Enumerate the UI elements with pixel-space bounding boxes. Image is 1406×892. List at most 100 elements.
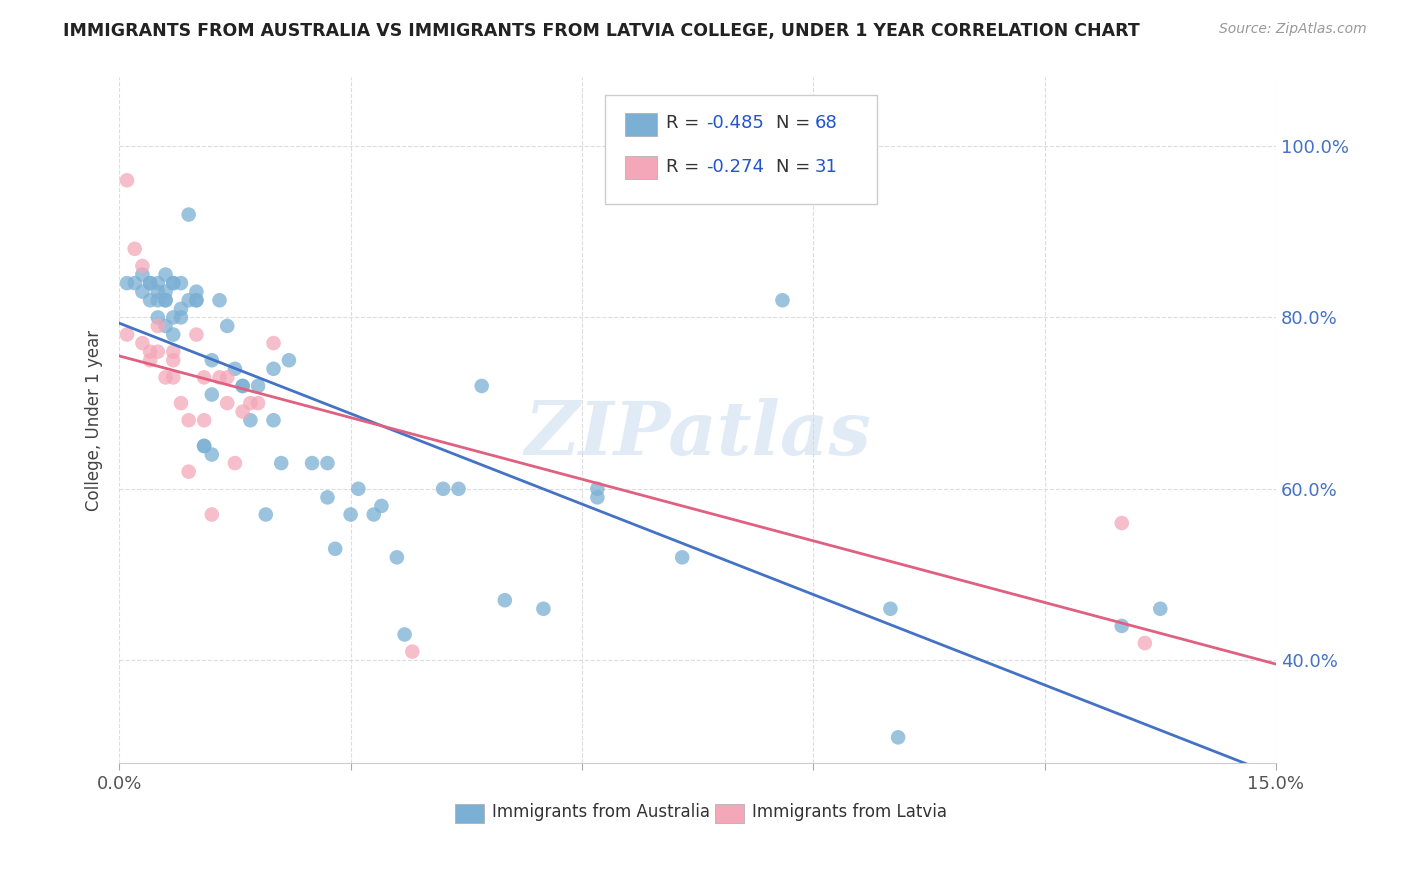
Point [263, 361, 285, 376]
Point [224, 456, 246, 470]
Point [201, 353, 224, 368]
Point [270, 456, 292, 470]
Point [146, 293, 169, 308]
Point [208, 370, 231, 384]
Text: R =: R = [666, 158, 706, 176]
Point [494, 593, 516, 607]
Point [277, 353, 299, 368]
Point [208, 293, 231, 308]
Point [155, 268, 177, 282]
Point [247, 379, 270, 393]
Point [193, 370, 215, 384]
Point [217, 370, 239, 384]
Point [139, 344, 162, 359]
Point [177, 413, 200, 427]
Text: N =: N = [776, 114, 817, 132]
Point [170, 310, 193, 325]
Point [124, 242, 146, 256]
Point [155, 293, 177, 308]
Point [186, 293, 208, 308]
Point [586, 482, 609, 496]
Text: -0.485: -0.485 [706, 114, 763, 132]
Point [139, 353, 162, 368]
Text: 68: 68 [814, 114, 837, 132]
Point [401, 645, 423, 659]
Point [432, 482, 454, 496]
Point [347, 482, 370, 496]
Point [131, 336, 153, 351]
Point [155, 285, 177, 299]
Point [146, 318, 169, 333]
Text: 31: 31 [814, 158, 838, 176]
Point [239, 396, 262, 410]
Point [1133, 636, 1156, 650]
Point [115, 173, 138, 187]
FancyBboxPatch shape [605, 95, 877, 204]
Text: -0.274: -0.274 [706, 158, 763, 176]
Point [162, 276, 184, 290]
Text: Source: ZipAtlas.com: Source: ZipAtlas.com [1219, 22, 1367, 37]
Point [139, 276, 162, 290]
Point [1149, 601, 1171, 615]
Text: R =: R = [666, 114, 706, 132]
Point [162, 344, 184, 359]
Point [316, 491, 339, 505]
Point [447, 482, 470, 496]
Point [201, 508, 224, 522]
Point [177, 293, 200, 308]
Point [201, 387, 224, 401]
Point [177, 208, 200, 222]
Point [170, 301, 193, 316]
Bar [454, 805, 484, 823]
Point [131, 268, 153, 282]
Text: Immigrants from Australia: Immigrants from Australia [492, 804, 710, 822]
Point [887, 731, 910, 745]
Point [323, 541, 346, 556]
Point [232, 405, 254, 419]
Bar [716, 805, 744, 823]
Point [186, 327, 208, 342]
Point [155, 293, 177, 308]
Point [1111, 619, 1133, 633]
Point [131, 259, 153, 273]
Text: Immigrants from Latvia: Immigrants from Latvia [752, 804, 948, 822]
Point [155, 370, 177, 384]
Point [247, 396, 270, 410]
Point [155, 318, 177, 333]
Point [232, 379, 254, 393]
Text: N =: N = [776, 158, 817, 176]
Point [201, 448, 224, 462]
Point [239, 413, 262, 427]
Point [224, 361, 246, 376]
Point [531, 601, 554, 615]
Point [339, 508, 361, 522]
Point [162, 327, 184, 342]
Point [232, 379, 254, 393]
Point [263, 413, 285, 427]
Point [186, 293, 208, 308]
Point [146, 285, 169, 299]
Point [170, 276, 193, 290]
Point [162, 370, 184, 384]
Point [177, 465, 200, 479]
Point [162, 276, 184, 290]
Point [146, 310, 169, 325]
Point [146, 276, 169, 290]
Point [217, 318, 239, 333]
Point [146, 344, 169, 359]
Point [254, 508, 277, 522]
Point [162, 310, 184, 325]
Point [139, 293, 162, 308]
Point [671, 550, 693, 565]
Point [124, 276, 146, 290]
Point [139, 276, 162, 290]
Point [186, 285, 208, 299]
Point [217, 396, 239, 410]
Point [170, 396, 193, 410]
Point [586, 491, 609, 505]
Bar [624, 156, 657, 179]
Text: IMMIGRANTS FROM AUSTRALIA VS IMMIGRANTS FROM LATVIA COLLEGE, UNDER 1 YEAR CORREL: IMMIGRANTS FROM AUSTRALIA VS IMMIGRANTS … [63, 22, 1140, 40]
Point [301, 456, 323, 470]
Text: ZIPatlas: ZIPatlas [524, 398, 872, 470]
Point [131, 285, 153, 299]
